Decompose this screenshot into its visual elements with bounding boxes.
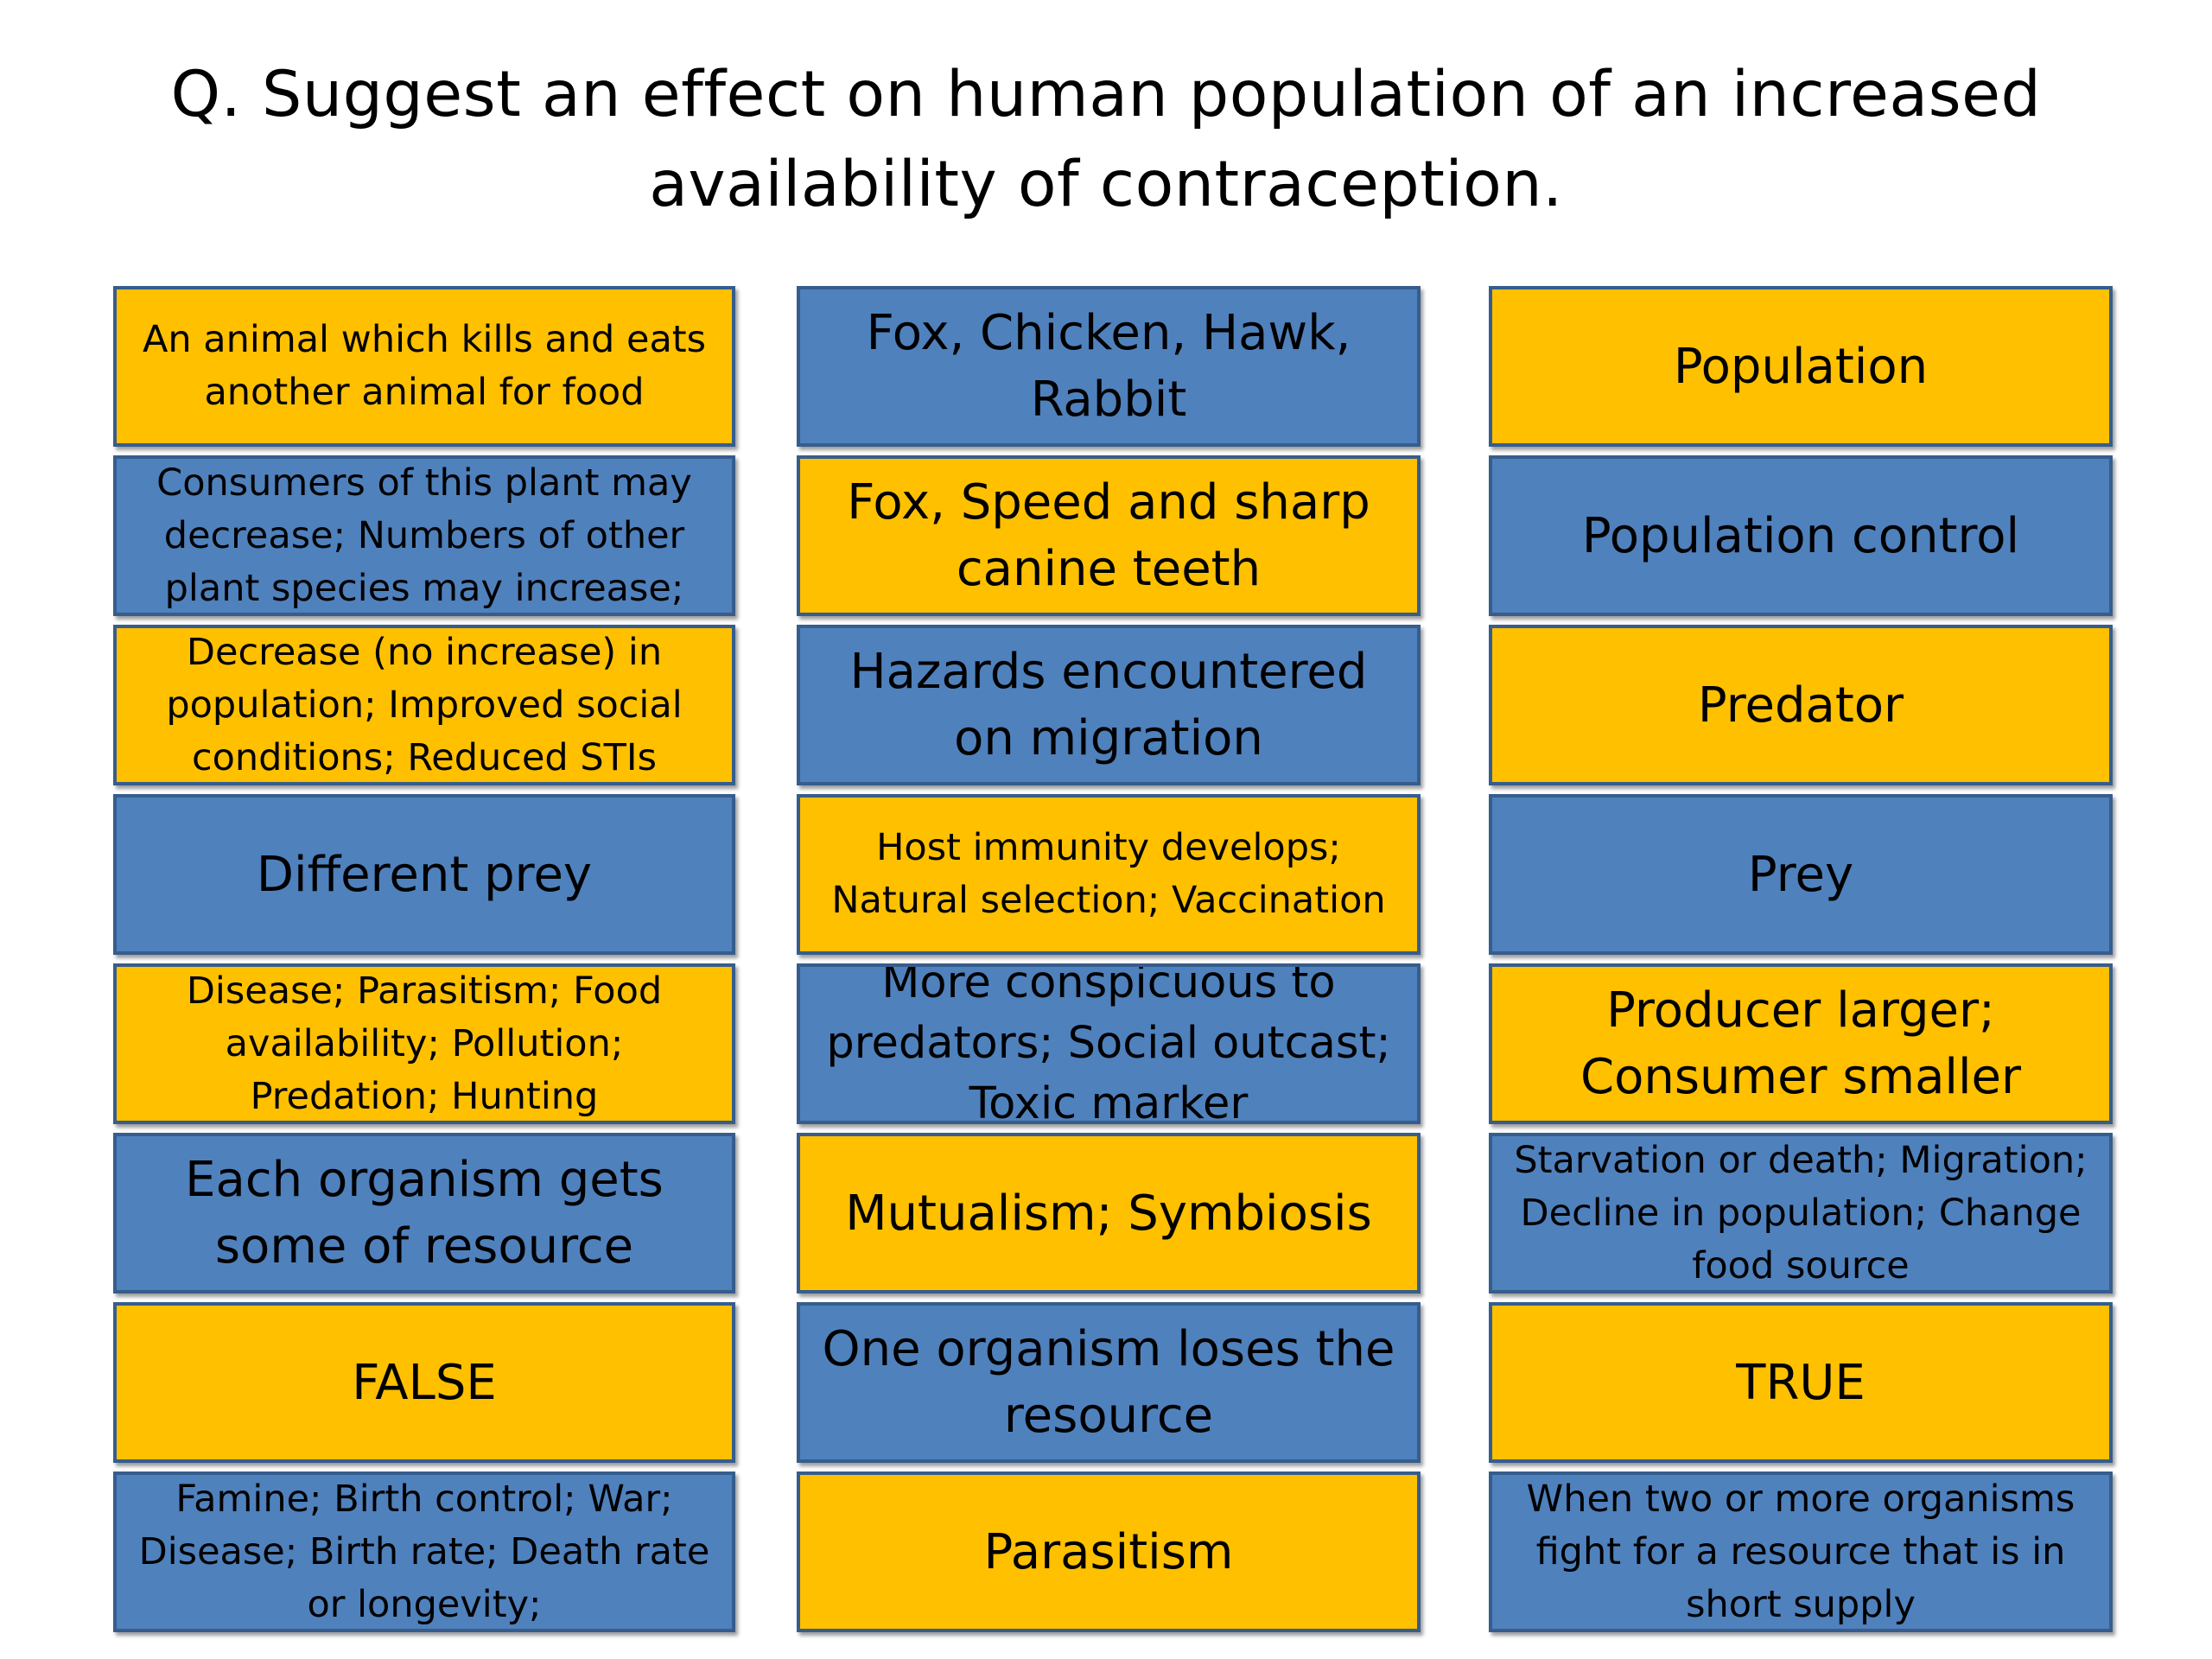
- tile-plant-consumers[interactable]: Consumers of this plant may decrease; Nu…: [113, 455, 735, 616]
- tile-text: Disease; Parasitism; Food availability; …: [186, 969, 663, 1118]
- tile-text: When two or more organisms fight for a r…: [1526, 1477, 2075, 1626]
- tile-text: Host immunity develops; Natural selectio…: [831, 826, 1386, 922]
- tile-producer-larger[interactable]: Producer larger; Consumer smaller: [1489, 963, 2113, 1124]
- tile-different-prey[interactable]: Different prey: [113, 794, 735, 955]
- tile-text: Fox, Chicken, Hawk, Rabbit: [866, 305, 1351, 428]
- tile-limiting-factors[interactable]: Disease; Parasitism; Food availability; …: [113, 963, 735, 1124]
- tile-starvation-effects[interactable]: Starvation or death; Migration; Decline …: [1489, 1133, 2113, 1294]
- tile-text: Predator: [1697, 677, 1904, 734]
- tile-population-factors[interactable]: Famine; Birth control; War; Disease; Bir…: [113, 1471, 735, 1632]
- tile-text: An animal which kills and eats another a…: [142, 318, 707, 414]
- tile-text: One organism loses the resource: [822, 1321, 1395, 1444]
- tile-text: Mutualism; Symbiosis: [845, 1185, 1372, 1242]
- tile-text: FALSE: [352, 1354, 497, 1411]
- tile-migration-hazards[interactable]: Hazards encountered on migration: [797, 625, 1421, 785]
- tile-host-immunity[interactable]: Host immunity develops; Natural selectio…: [797, 794, 1421, 955]
- tile-text: Starvation or death; Migration; Decline …: [1514, 1138, 2088, 1287]
- tile-text: More conspicuous to predators; Social ou…: [826, 963, 1391, 1124]
- tile-text: Producer larger; Consumer smaller: [1580, 982, 2021, 1105]
- tile-text: Parasitism: [983, 1523, 1234, 1580]
- tile-text: Population: [1673, 338, 1929, 395]
- tile-text: Each organism gets some of resource: [185, 1152, 664, 1274]
- tile-population-control[interactable]: Population control: [1489, 455, 2113, 616]
- tile-true[interactable]: TRUE: [1489, 1302, 2113, 1463]
- tile-fox-adaptations[interactable]: Fox, Speed and sharp canine teeth: [797, 455, 1421, 616]
- tile-parasitism[interactable]: Parasitism: [797, 1471, 1421, 1632]
- tile-population[interactable]: Population: [1489, 286, 2113, 447]
- tile-text: Decrease (no increase) in population; Im…: [166, 630, 683, 779]
- tile-mutualism[interactable]: Mutualism; Symbiosis: [797, 1133, 1421, 1294]
- slide-title: Q. Suggest an effect on human population…: [170, 58, 2042, 221]
- tile-text: Prey: [1747, 846, 1854, 903]
- tile-each-organism-gets-some[interactable]: Each organism gets some of resource: [113, 1133, 735, 1294]
- tile-food-chain[interactable]: Fox, Chicken, Hawk, Rabbit: [797, 286, 1421, 447]
- tile-text: Population control: [1581, 507, 2020, 564]
- tile-conspicuous-to-predators[interactable]: More conspicuous to predators; Social ou…: [797, 963, 1421, 1124]
- tile-contraception-effect[interactable]: Decrease (no increase) in population; Im…: [113, 625, 735, 785]
- tile-predator[interactable]: Predator: [1489, 625, 2113, 785]
- tile-prey[interactable]: Prey: [1489, 794, 2113, 955]
- tile-text: Hazards encountered on migration: [849, 644, 1368, 766]
- tile-text: TRUE: [1736, 1354, 1866, 1411]
- tile-false[interactable]: FALSE: [113, 1302, 735, 1463]
- tile-text: Different prey: [256, 846, 593, 903]
- tile-text: Famine; Birth control; War; Disease; Bir…: [138, 1477, 710, 1626]
- tile-text: Fox, Speed and sharp canine teeth: [847, 474, 1370, 597]
- tile-predator-definition[interactable]: An animal which kills and eats another a…: [113, 286, 735, 447]
- tile-competition-definition[interactable]: When two or more organisms fight for a r…: [1489, 1471, 2113, 1632]
- tile-one-organism-loses[interactable]: One organism loses the resource: [797, 1302, 1421, 1463]
- tile-text: Consumers of this plant may decrease; Nu…: [156, 461, 692, 610]
